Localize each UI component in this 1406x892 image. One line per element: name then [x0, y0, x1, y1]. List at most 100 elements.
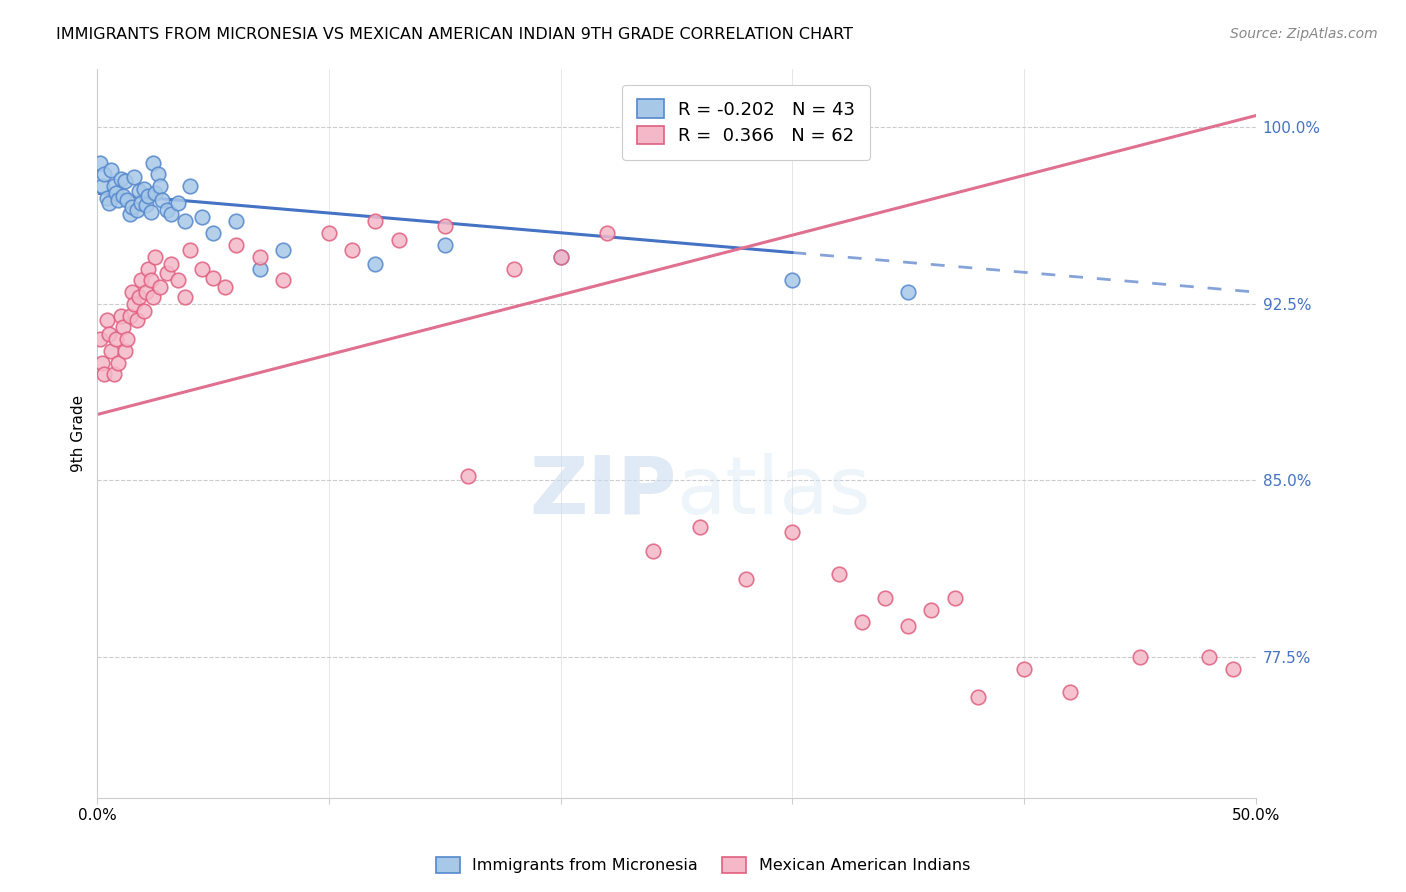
- Point: [143, 250, 166, 264]
- Point: [110, 172, 132, 186]
- Point: [124, 297, 146, 311]
- Point: [107, 194, 129, 208]
- Point: [433, 238, 456, 252]
- Point: [142, 155, 165, 169]
- Point: [851, 615, 873, 629]
- Point: [136, 188, 159, 202]
- Point: [364, 214, 387, 228]
- Point: [179, 243, 201, 257]
- Point: [433, 219, 456, 234]
- Point: [318, 226, 340, 240]
- Point: [596, 226, 619, 240]
- Point: [1222, 662, 1244, 676]
- Point: [160, 257, 183, 271]
- Point: [174, 214, 197, 228]
- Point: [271, 273, 294, 287]
- Text: Source: ZipAtlas.com: Source: ZipAtlas.com: [1230, 27, 1378, 41]
- Point: [828, 567, 851, 582]
- Point: [167, 195, 190, 210]
- Point: [782, 273, 804, 287]
- Point: [128, 290, 150, 304]
- Point: [943, 591, 966, 605]
- Point: [271, 243, 294, 257]
- Legend: Immigrants from Micronesia, Mexican American Indians: Immigrants from Micronesia, Mexican Amer…: [429, 850, 977, 880]
- Point: [118, 309, 141, 323]
- Point: [103, 368, 125, 382]
- Point: [96, 191, 118, 205]
- Point: [156, 266, 179, 280]
- Point: [97, 327, 120, 342]
- Point: [117, 194, 139, 208]
- Point: [104, 186, 127, 201]
- Point: [897, 285, 920, 299]
- Point: [110, 309, 132, 323]
- Point: [735, 572, 758, 586]
- Point: [966, 690, 988, 704]
- Point: [149, 179, 172, 194]
- Point: [117, 332, 139, 346]
- Point: [136, 261, 159, 276]
- Point: [249, 250, 271, 264]
- Point: [114, 343, 136, 358]
- Point: [920, 603, 942, 617]
- Point: [897, 619, 920, 633]
- Point: [118, 207, 141, 221]
- Text: atlas: atlas: [676, 452, 870, 531]
- Point: [225, 214, 247, 228]
- Point: [89, 332, 111, 346]
- Point: [121, 200, 143, 214]
- Point: [146, 168, 169, 182]
- Point: [104, 332, 127, 346]
- Point: [111, 320, 134, 334]
- Point: [131, 273, 153, 287]
- Point: [149, 280, 172, 294]
- Point: [135, 285, 157, 299]
- Point: [124, 169, 146, 184]
- Text: ZIP: ZIP: [529, 452, 676, 531]
- Point: [139, 205, 162, 219]
- Point: [202, 271, 225, 285]
- Point: [93, 368, 115, 382]
- Point: [142, 290, 165, 304]
- Point: [97, 195, 120, 210]
- Point: [91, 179, 114, 194]
- Point: [643, 544, 665, 558]
- Point: [457, 468, 479, 483]
- Point: [364, 257, 387, 271]
- Point: [139, 273, 162, 287]
- Point: [89, 155, 111, 169]
- Point: [1129, 649, 1152, 664]
- Point: [873, 591, 896, 605]
- Point: [160, 207, 183, 221]
- Point: [503, 261, 526, 276]
- Text: IMMIGRANTS FROM MICRONESIA VS MEXICAN AMERICAN INDIAN 9TH GRADE CORRELATION CHAR: IMMIGRANTS FROM MICRONESIA VS MEXICAN AM…: [56, 27, 853, 42]
- Point: [550, 250, 572, 264]
- Point: [132, 181, 155, 195]
- Point: [782, 525, 804, 540]
- Point: [131, 195, 153, 210]
- Point: [190, 210, 212, 224]
- Point: [190, 261, 212, 276]
- Point: [249, 261, 271, 276]
- Point: [1012, 662, 1035, 676]
- Point: [156, 202, 179, 217]
- Point: [167, 273, 190, 287]
- Point: [225, 238, 247, 252]
- Point: [96, 313, 118, 327]
- Point: [689, 520, 711, 534]
- Point: [340, 243, 363, 257]
- Point: [93, 168, 115, 182]
- Point: [387, 233, 409, 247]
- Point: [128, 184, 150, 198]
- Point: [1059, 685, 1081, 699]
- Point: [214, 280, 236, 294]
- Point: [125, 202, 148, 217]
- Point: [103, 179, 125, 194]
- Point: [202, 226, 225, 240]
- Point: [143, 186, 166, 201]
- Point: [1198, 649, 1220, 664]
- Legend: R = -0.202   N = 43, R =  0.366   N = 62: R = -0.202 N = 43, R = 0.366 N = 62: [623, 85, 870, 160]
- Point: [174, 290, 197, 304]
- Point: [100, 162, 122, 177]
- Point: [111, 188, 134, 202]
